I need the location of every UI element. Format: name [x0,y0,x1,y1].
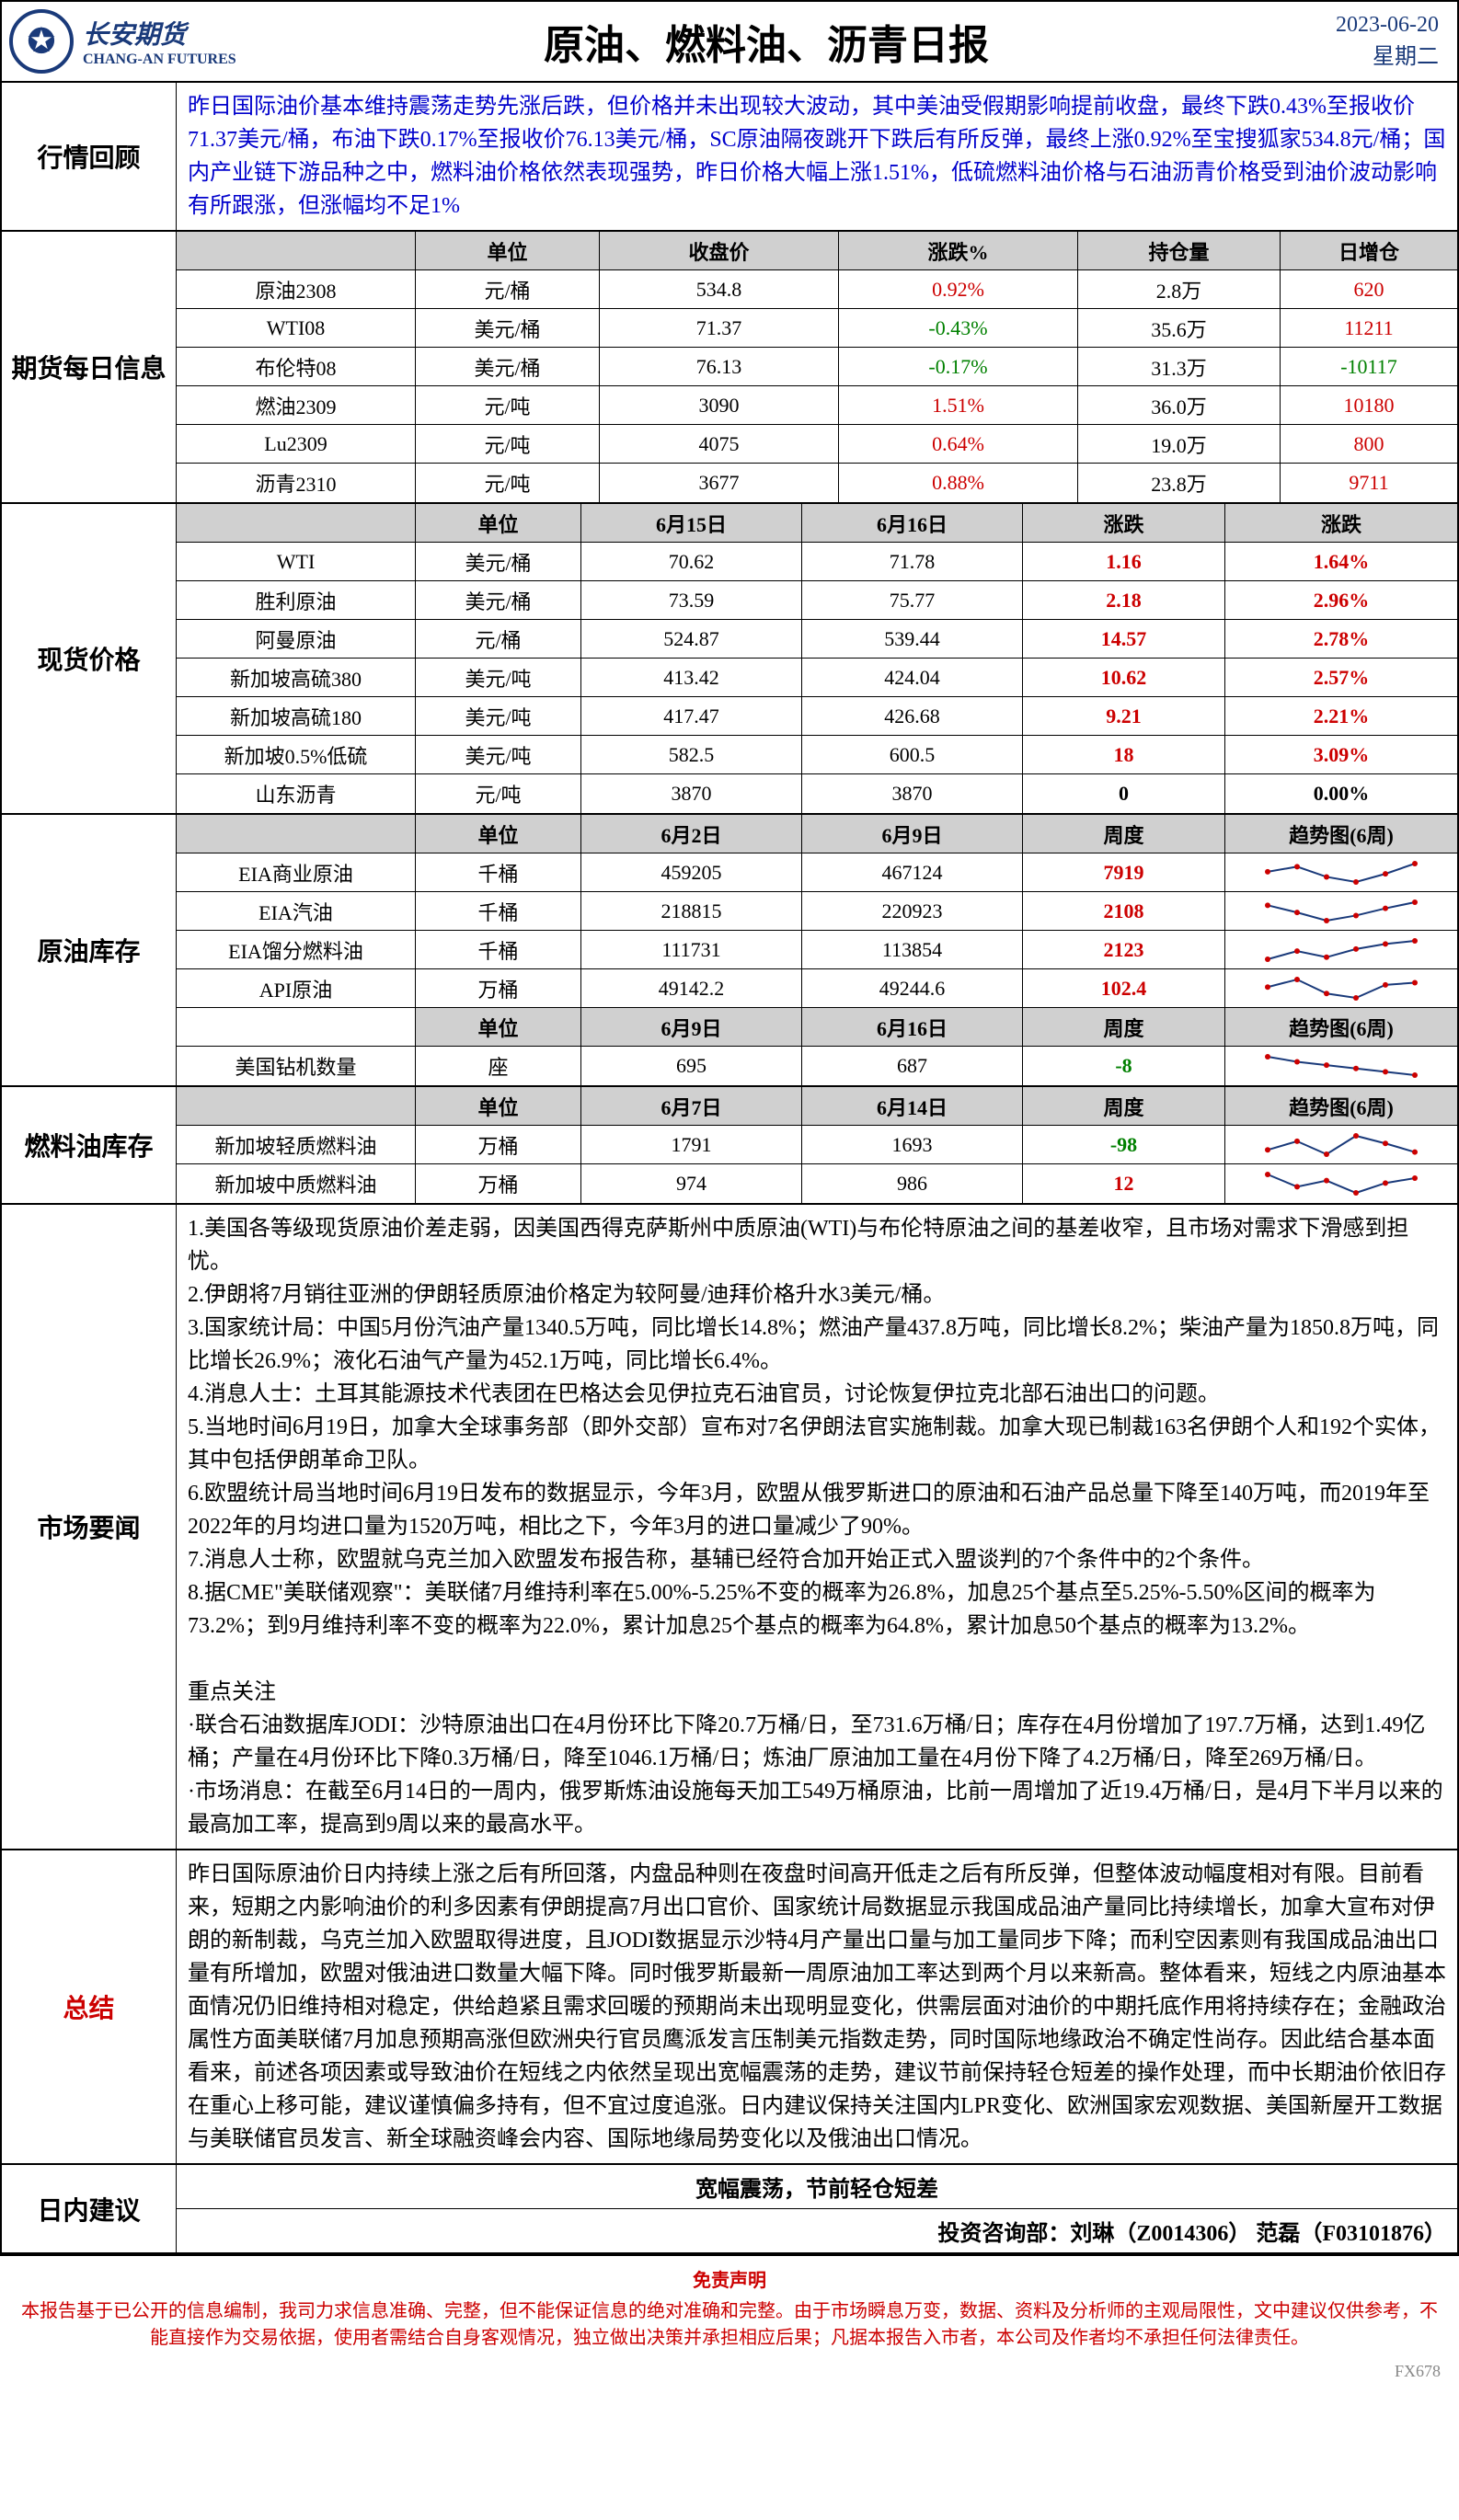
table-row: API原油万桶 49142.249244.6 102.4 [177,969,1457,1008]
report-container: ✪ 长安期货 CHANG-AN FUTURES 原油、燃料油、沥青日报 2023… [0,0,1459,2256]
spot-label: 现货价格 [2,504,177,813]
logo: ✪ 长安期货 CHANG-AN FUTURES [2,2,296,81]
news-text: 1.美国各等级现货原油价差走弱，因美国西得克萨斯州中质原油(WTI)与布伦特原油… [177,1205,1457,1849]
table-row: WTI08美元/桶 71.37-0.43% 35.6万11211 [177,309,1457,348]
report-title: 原油、燃料油、沥青日报 [296,3,1236,80]
table-row: EIA商业原油千桶 459205467124 7919 [177,853,1457,892]
inventory-table: 单位 6月2日6月9日 周度趋势图(6周) EIA商业原油千桶 45920546… [177,815,1457,1085]
logo-en: CHANG-AN FUTURES [83,52,236,68]
weekday-value: 星期二 [1255,38,1439,70]
inventory-section: 原油库存 单位 6月2日6月9日 周度趋势图(6周) EIA商业原油千桶 459… [2,815,1457,1087]
spot-section: 现货价格 单位 6月15日6月16日 涨跌涨跌 WTI美元/桶 70.6271.… [2,504,1457,815]
spot-table: 单位 6月15日6月16日 涨跌涨跌 WTI美元/桶 70.6271.78 1.… [177,504,1457,813]
date-value: 2023-06-20 [1255,13,1439,38]
table-row: 原油2308元/桶 534.80.92% 2.8万620 [177,270,1457,309]
table-row: EIA馏分燃料油千桶 111731113854 2123 [177,931,1457,969]
table-row: 布伦特08美元/桶 76.13-0.17% 31.3万-10117 [177,348,1457,386]
futures-table: 单位 收盘价涨跌% 持仓量日增仓 原油2308元/桶 534.80.92% 2.… [177,232,1457,502]
fuel-inv-section: 燃料油库存 单位 6月7日6月14日 周度趋势图(6周) 新加坡轻质燃料油万桶 … [2,1087,1457,1205]
summary-text: 昨日国际原油价日内持续上涨之后有所回落，内盘品种则在夜盘时间高开低走之后有所反弹… [177,1850,1457,2163]
table-row: 美国钻机数量座 695687 -8 [177,1047,1457,1085]
table-row: 新加坡0.5%低硫美元/吨 582.5600.5 183.09% [177,736,1457,774]
futures-section: 期货每日信息 单位 收盘价涨跌% 持仓量日增仓 原油2308元/桶 534.80… [2,232,1457,504]
table-row: Lu2309元/吨 40750.64% 19.0万800 [177,425,1457,464]
disclaimer-text: 本报告基于已公开的信息编制，我司力求信息准确、完整，但不能保证信息的绝对准确和完… [18,2296,1441,2349]
inventory-label: 原油库存 [2,815,177,1085]
watermark: FX678 [0,2358,1459,2385]
disclaimer-title: 免责声明 [18,2265,1441,2292]
fuel-inv-label: 燃料油库存 [2,1087,177,1203]
table-row: 沥青2310元/吨 36770.88% 23.8万9711 [177,464,1457,502]
futures-label: 期货每日信息 [2,232,177,502]
review-section: 行情回顾 昨日国际油价基本维持震荡走势先涨后跌，但价格并未出现较大波动，其中美油… [2,83,1457,232]
suggestion-label: 日内建议 [2,2165,177,2252]
logo-icon: ✪ [9,9,74,74]
logo-cn: 长安期货 [83,15,236,52]
summary-label: 总结 [2,1850,177,2163]
table-row: WTI美元/桶 70.6271.78 1.161.64% [177,543,1457,581]
news-section: 市场要闻 1.美国各等级现货原油价差走弱，因美国西得克萨斯州中质原油(WTI)与… [2,1205,1457,1850]
report-date: 2023-06-20 星期二 [1236,6,1457,77]
review-label: 行情回顾 [2,83,177,230]
table-row: 新加坡高硫380美元/吨 413.42424.04 10.622.57% [177,659,1457,697]
table-row: 胜利原油美元/桶 73.5975.77 2.182.96% [177,581,1457,620]
table-row: 燃油2309元/吨 30901.51% 36.0万10180 [177,386,1457,425]
table-row: EIA汽油千桶 218815220923 2108 [177,892,1457,931]
suggestion-contact: 投资咨询部：刘琳（Z0014306） 范磊（F03101876） [177,2209,1457,2252]
table-row: 新加坡高硫180美元/吨 417.47426.68 9.212.21% [177,697,1457,736]
table-row: 山东沥青元/吨 38703870 00.00% [177,774,1457,813]
table-row: 阿曼原油元/桶 524.87539.44 14.572.78% [177,620,1457,659]
suggestion-strategy: 宽幅震荡，节前轻仓短差 [177,2165,1457,2208]
summary-section: 总结 昨日国际原油价日内持续上涨之后有所回落，内盘品种则在夜盘时间高开低走之后有… [2,1850,1457,2165]
suggestion-section: 日内建议 宽幅震荡，节前轻仓短差 投资咨询部：刘琳（Z0014306） 范磊（F… [2,2165,1457,2254]
fuel-inv-table: 单位 6月7日6月14日 周度趋势图(6周) 新加坡轻质燃料油万桶 179116… [177,1087,1457,1203]
table-row: 新加坡轻质燃料油万桶 17911693 -98 [177,1126,1457,1164]
disclaimer: 免责声明 本报告基于已公开的信息编制，我司力求信息准确、完整，但不能保证信息的绝… [0,2256,1459,2358]
header: ✪ 长安期货 CHANG-AN FUTURES 原油、燃料油、沥青日报 2023… [2,2,1457,83]
table-row: 新加坡中质燃料油万桶 974986 12 [177,1164,1457,1203]
review-text: 昨日国际油价基本维持震荡走势先涨后跌，但价格并未出现较大波动，其中美油受假期影响… [177,83,1457,230]
news-label: 市场要闻 [2,1205,177,1849]
